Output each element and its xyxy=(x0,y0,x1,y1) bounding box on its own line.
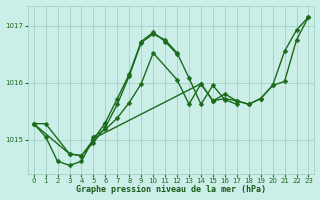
X-axis label: Graphe pression niveau de la mer (hPa): Graphe pression niveau de la mer (hPa) xyxy=(76,185,266,194)
